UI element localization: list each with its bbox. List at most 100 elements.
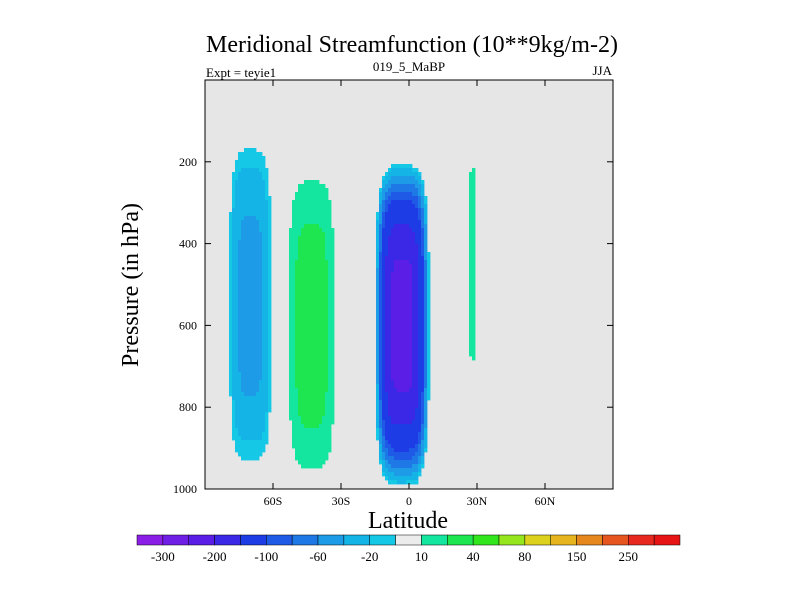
field-cell [250, 180, 254, 185]
field-cell [244, 204, 248, 209]
field-cell [391, 312, 395, 317]
field-cell [241, 220, 245, 225]
field-cell [316, 368, 320, 373]
field-cell [403, 408, 407, 413]
field-cell [241, 212, 245, 217]
field-cell [265, 416, 269, 421]
field-cell [298, 212, 302, 217]
field-cell [385, 340, 389, 345]
field-cell [424, 196, 428, 201]
field-cell [301, 220, 305, 225]
colorbar-swatch [317, 534, 345, 546]
field-cell [415, 420, 419, 425]
field-cell [268, 276, 272, 281]
field-cell [298, 240, 302, 245]
field-cell [298, 344, 302, 349]
field-cell [385, 264, 389, 269]
field-cell [304, 304, 308, 309]
field-cell [409, 392, 413, 397]
field-cell [262, 404, 266, 409]
field-cell [241, 188, 245, 193]
field-cell [406, 284, 410, 289]
field-cell [382, 472, 386, 477]
field-cell [316, 388, 320, 393]
field-cell [385, 328, 389, 333]
field-cell [418, 428, 422, 433]
field-cell [424, 224, 428, 229]
field-cell [241, 156, 245, 161]
field-cell [238, 184, 242, 189]
field-cell [244, 224, 248, 229]
field-cell [412, 184, 416, 189]
field-cell [238, 268, 242, 273]
field-cell [259, 408, 263, 413]
field-cell [298, 404, 302, 409]
field-cell [397, 468, 401, 473]
field-cell [409, 184, 413, 189]
field-cell [244, 184, 248, 189]
field-cell [238, 208, 242, 213]
field-cell [313, 456, 317, 461]
field-cell [469, 232, 473, 237]
field-cell [391, 376, 395, 381]
field-cell [295, 336, 299, 341]
field-cell [427, 372, 431, 377]
field-cell [268, 224, 272, 229]
field-cell [382, 400, 386, 405]
field-cell [241, 252, 245, 257]
field-cell [322, 184, 326, 189]
field-cell [310, 192, 314, 197]
field-cell [298, 216, 302, 221]
field-cell [409, 240, 413, 245]
field-cell [328, 316, 332, 321]
field-cell [427, 256, 431, 261]
field-cell [397, 444, 401, 449]
field-cell [298, 364, 302, 369]
field-cell [331, 420, 335, 425]
field-cell [379, 404, 383, 409]
field-cell [403, 468, 407, 473]
field-cell [232, 424, 236, 429]
field-cell [319, 284, 323, 289]
field-cell [256, 272, 260, 277]
field-cell [229, 280, 233, 285]
field-cell [409, 232, 413, 237]
field-cell [379, 320, 383, 325]
field-cell [319, 452, 323, 457]
field-cell [304, 248, 308, 253]
field-cell [385, 232, 389, 237]
field-cell [238, 412, 242, 417]
field-cell [394, 172, 398, 177]
field-cell [394, 468, 398, 473]
field-cell [304, 196, 308, 201]
field-cell [412, 460, 416, 465]
field-cell [256, 416, 260, 421]
field-cell [412, 208, 416, 213]
field-cell [319, 412, 323, 417]
field-cell [235, 168, 239, 173]
field-cell [409, 372, 413, 377]
field-cell [253, 280, 257, 285]
field-cell [259, 404, 263, 409]
field-cell [406, 280, 410, 285]
field-cell [394, 428, 398, 433]
field-cell [427, 396, 431, 401]
field-cell [289, 280, 293, 285]
field-cell [427, 368, 431, 373]
field-cell [241, 264, 245, 269]
field-cell [292, 308, 296, 313]
field-cell [259, 248, 263, 253]
field-cell [406, 384, 410, 389]
field-cell [232, 428, 236, 433]
field-cell [418, 256, 422, 261]
field-cell [388, 440, 392, 445]
field-cell [241, 436, 245, 441]
field-cell [268, 196, 272, 201]
field-cell [232, 396, 236, 401]
field-cell [259, 172, 263, 177]
field-cell [313, 460, 317, 465]
field-cell [418, 436, 422, 441]
field-cell [307, 280, 311, 285]
field-cell [298, 204, 302, 209]
field-cell [244, 360, 248, 365]
